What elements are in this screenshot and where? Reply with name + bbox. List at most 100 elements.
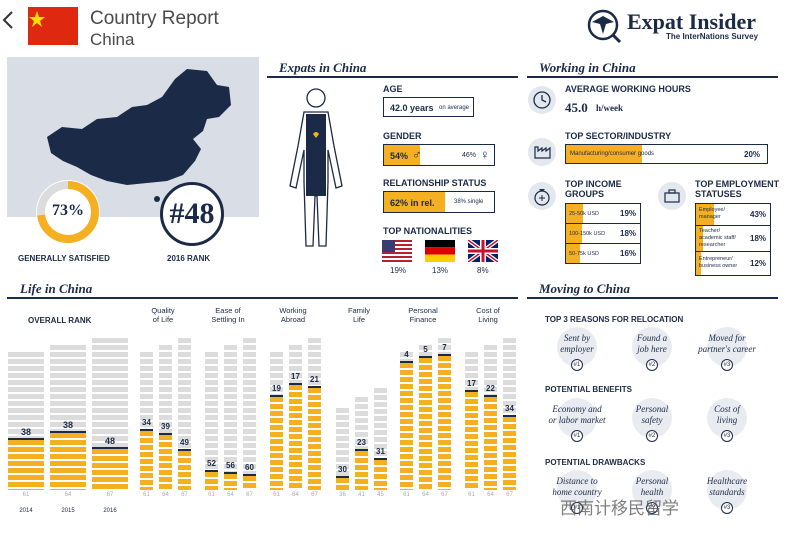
reason-rank-badge: #3 (721, 502, 733, 514)
category-header: Quality of Life (151, 306, 175, 324)
nationality-pct: 13% (432, 266, 449, 275)
moving-grid: Sent by employer #1 Found a job here #2 Moved … (527, 320, 787, 544)
working-section-title: Working in China (539, 60, 636, 75)
income-box: 25-50k USD 19% 100-150k USD 18% 50-75k U… (565, 203, 641, 264)
uk-flag-icon (468, 240, 498, 262)
rank-bar-label: 19 (272, 383, 281, 393)
employment-pct: 43% (750, 210, 767, 219)
rank-bar-label: 39 (161, 422, 170, 432)
chevron-left-icon (2, 11, 13, 29)
back-button[interactable] (2, 10, 14, 36)
hours-unit: h/week (596, 103, 623, 113)
reason-text: Sent by employer (560, 333, 594, 354)
employment-row: Teacher/academic staff/researcher 18% (696, 226, 770, 252)
logo-text: Expat Insider (627, 9, 756, 34)
sector-bar (566, 145, 643, 163)
watermark-text: 西南计移民留学 (560, 499, 679, 518)
total-countries-label: 64 (64, 492, 72, 498)
income-range: 100-150k USD (569, 231, 606, 237)
rank-bar (50, 431, 86, 490)
rank-bar (503, 415, 516, 490)
rank-bar (140, 428, 153, 490)
rank-bar-label: 17 (467, 379, 476, 389)
divider (527, 297, 778, 299)
rank-bar (336, 476, 349, 490)
age-value: 42.0 years (390, 103, 434, 113)
income-bar (566, 224, 582, 243)
rank-bar (159, 433, 172, 490)
nationalities-label: TOP NATIONALITIES (383, 226, 473, 236)
relationship-value: 62% in rel. (390, 198, 435, 208)
expat-figure-icon (289, 88, 343, 247)
reason-text: Found a job here (636, 333, 668, 354)
income-pct: 16% (620, 249, 637, 258)
category-header: Working Abroad (279, 306, 307, 324)
relationship-single: 38% single (454, 199, 484, 205)
total-countries-label: 61 (22, 492, 30, 498)
total-countries-label: 36 (339, 492, 346, 498)
benefits-label: POTENTIAL BENEFITS (545, 385, 632, 394)
rank-bar (270, 394, 283, 490)
total-countries-label: 64 (162, 492, 169, 498)
employment-name: Employee/manager (699, 207, 725, 220)
rank-bar-label: 38 (62, 420, 73, 430)
page-title: Country Report (90, 8, 219, 29)
rank-value: #48 (169, 197, 215, 230)
gender-male-bar (384, 145, 420, 165)
total-countries-label: 61 (403, 492, 410, 498)
reason-rank-badge: #3 (721, 430, 733, 442)
income-row: 25-50k USD 19% (566, 204, 640, 224)
total-countries-label: 64 (227, 492, 234, 498)
category-header: Family Life (347, 306, 371, 324)
gender-male-value: 54% (390, 151, 409, 161)
rank-bar (92, 446, 128, 490)
reason-text: Healthcare standards (706, 476, 748, 497)
rank-bar (243, 474, 256, 490)
rank-bar-label: 30 (338, 465, 347, 475)
reason-text: Economy and or labor market (548, 404, 606, 425)
relationship-box: 62% in rel. 38% single (383, 191, 495, 213)
divider (527, 76, 778, 78)
employment-name: Entrepreneur/business owner (699, 256, 738, 269)
rank-bar-label: 17 (291, 372, 300, 382)
rank-bar (400, 360, 413, 490)
category-header: Ease of Settling In (211, 306, 245, 324)
total-countries-label: 64 (487, 492, 494, 498)
employment-name: Teacher/academic staff/researcher (699, 228, 736, 248)
total-countries-label: 41 (358, 492, 365, 498)
reason-rank-badge: #1 (571, 359, 583, 371)
rank-label: 2016 RANK (167, 254, 211, 263)
employment-box: Employee/manager 43% Teacher/academic st… (695, 203, 771, 276)
employment-row: Entrepreneur/business owner 12% (696, 252, 770, 275)
female-icon: ♀ (480, 147, 490, 162)
rank-bar (205, 469, 218, 490)
rank-bar-background (224, 344, 237, 490)
sector-pct: 20% (744, 150, 761, 159)
employment-label: TOP EMPLOYMENT (695, 179, 780, 189)
total-countries-label: 67 (246, 492, 253, 498)
gender-box: 54% ♂ 46% ♀ (383, 144, 495, 166)
employment-bar (696, 226, 704, 251)
rank-bar-label: 4 (404, 349, 409, 359)
factory-icon (528, 138, 556, 166)
rank-bar-label: 7 (442, 342, 447, 352)
rank-bar (438, 353, 451, 490)
china-map-icon (47, 69, 231, 202)
income-range: 50-75k USD (569, 251, 599, 257)
rank-bar-label: 52 (207, 458, 216, 468)
employment-pct: 18% (750, 234, 767, 243)
rank-bar-label: 22 (486, 383, 495, 393)
sector-box: Manufacturing/consumer goods 20% (565, 144, 768, 164)
moving-section-title: Moving to China (539, 281, 631, 296)
rank-bar (178, 449, 191, 490)
nationality-pct: 19% (390, 266, 407, 275)
reason-text: Distance to home country (552, 476, 602, 497)
satisfaction-label: GENERALLY SATISFIED (18, 254, 110, 263)
overall-rank-label: OVERALL RANK (28, 316, 92, 325)
life-section-title: Life in China (20, 281, 93, 296)
year-label: 2016 (103, 508, 117, 514)
income-label-2: GROUPS (565, 189, 605, 199)
rank-bar-label: 31 (376, 447, 385, 457)
total-countries-label: 45 (377, 492, 384, 498)
rank-bar-label: 56 (226, 460, 235, 470)
